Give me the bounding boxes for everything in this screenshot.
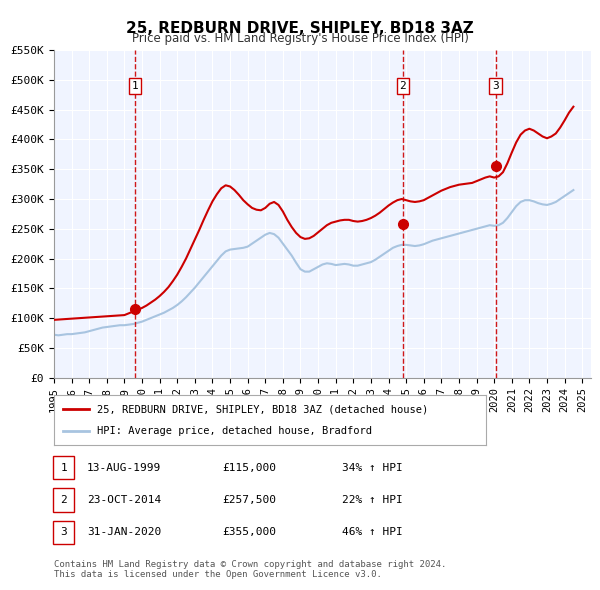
Text: 46% ↑ HPI: 46% ↑ HPI: [342, 527, 403, 537]
Text: 3: 3: [492, 81, 499, 91]
Text: 2: 2: [60, 495, 67, 505]
Text: 34% ↑ HPI: 34% ↑ HPI: [342, 463, 403, 473]
Text: HPI: Average price, detached house, Bradford: HPI: Average price, detached house, Brad…: [97, 427, 372, 437]
Text: £355,000: £355,000: [222, 527, 276, 537]
Text: 22% ↑ HPI: 22% ↑ HPI: [342, 495, 403, 505]
Text: 3: 3: [60, 527, 67, 537]
Text: 23-OCT-2014: 23-OCT-2014: [87, 495, 161, 505]
Text: 13-AUG-1999: 13-AUG-1999: [87, 463, 161, 473]
Text: 1: 1: [60, 463, 67, 473]
Text: 31-JAN-2020: 31-JAN-2020: [87, 527, 161, 537]
Text: 2: 2: [400, 81, 406, 91]
Text: £115,000: £115,000: [222, 463, 276, 473]
Text: £257,500: £257,500: [222, 495, 276, 505]
Text: Price paid vs. HM Land Registry's House Price Index (HPI): Price paid vs. HM Land Registry's House …: [131, 32, 469, 45]
Text: 1: 1: [132, 81, 139, 91]
Text: 25, REDBURN DRIVE, SHIPLEY, BD18 3AZ: 25, REDBURN DRIVE, SHIPLEY, BD18 3AZ: [126, 21, 474, 35]
Text: Contains HM Land Registry data © Crown copyright and database right 2024.
This d: Contains HM Land Registry data © Crown c…: [54, 560, 446, 579]
Text: 25, REDBURN DRIVE, SHIPLEY, BD18 3AZ (detached house): 25, REDBURN DRIVE, SHIPLEY, BD18 3AZ (de…: [97, 404, 428, 414]
